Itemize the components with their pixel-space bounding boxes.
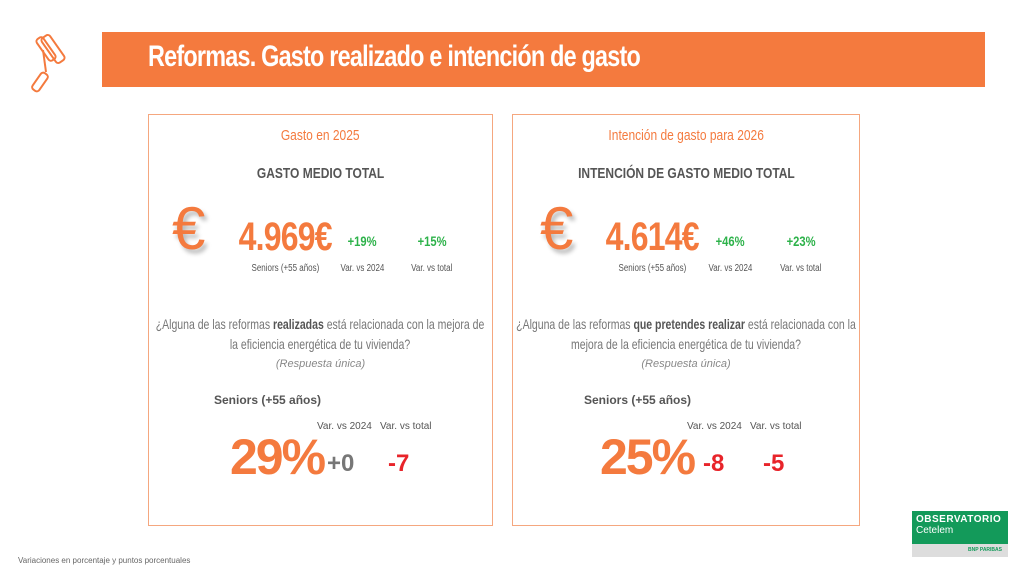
percentage: 25% (600, 429, 696, 485)
var-total: +23% (786, 233, 816, 249)
pct-var-total: -5 (763, 450, 785, 477)
header-bar (102, 32, 985, 87)
pct-var-2024-label: Var. vs 2024 (687, 421, 742, 432)
var-2024-label: Var. vs 2024 (340, 263, 384, 274)
euro-icon: € (172, 195, 206, 262)
card-subtitle: Intención de gasto para 2026 (608, 127, 764, 144)
var-total: +15% (417, 233, 447, 249)
card-subtitle: Gasto en 2025 (281, 127, 360, 144)
question: ¿Alguna de las reformas realizadas está … (155, 316, 485, 352)
footnote: Variaciones en porcentaje y puntos porce… (18, 556, 191, 565)
observatorio-cetelem-logo: OBSERVATORIO Cetelem BNP PARIBAS (912, 511, 1008, 557)
amount: 4.969€ (238, 215, 332, 259)
amount: 4.614€ (605, 215, 699, 259)
pct-var-2024-label: Var. vs 2024 (317, 421, 372, 432)
var-2024: +46% (715, 233, 745, 249)
card-heading: GASTO MEDIO TOTAL (256, 165, 385, 182)
pct-var-2024: -8 (703, 450, 725, 477)
intent-2026-card (512, 114, 860, 526)
amount-label: Seniors (+55 años) (251, 263, 319, 274)
card-heading: INTENCIÓN DE GASTO MEDIO TOTAL (577, 165, 795, 182)
paint-roller-icon (31, 34, 66, 93)
percentage: 29% (230, 429, 326, 485)
question: ¿Alguna de las reformas que pretendes re… (516, 316, 856, 352)
note: (Respuesta única) (641, 358, 731, 370)
spend-2025-card (148, 114, 493, 526)
pct-var-total-label: Var. vs total (750, 421, 802, 432)
page-title: Reformas. Gasto realizado e intención de… (148, 40, 641, 73)
pct-var-total-label: Var. vs total (380, 421, 432, 432)
segment-label: Seniors (+55 años) (584, 393, 692, 407)
pct-var-total: -7 (388, 450, 410, 477)
var-2024-label: Var. vs 2024 (708, 263, 752, 274)
var-2024: +19% (347, 233, 377, 249)
amount-label: Seniors (+55 años) (618, 263, 686, 274)
segment-label: Seniors (+55 años) (214, 393, 322, 407)
note: (Respuesta única) (275, 358, 366, 370)
pct-var-2024: +0 (327, 450, 355, 477)
var-total-label: Var. vs total (780, 263, 822, 274)
var-total-label: Var. vs total (411, 263, 453, 274)
euro-icon: € (540, 195, 574, 262)
